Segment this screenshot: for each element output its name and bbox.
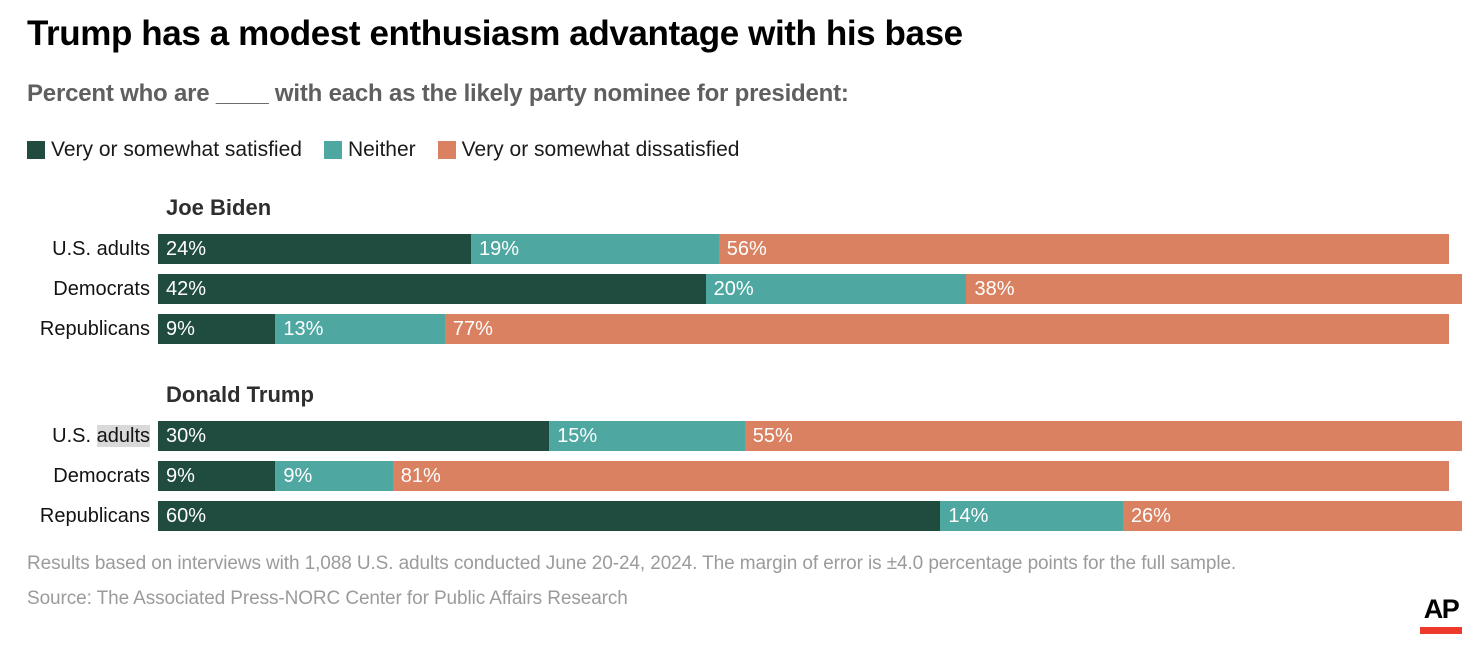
bar-track: 9% 13% 77% (158, 314, 1462, 345)
bar-track: 60% 14% 26% (158, 501, 1462, 532)
bar-value-label: 42% (166, 277, 207, 300)
source-note: Source: The Associated Press-NORC Center… (27, 588, 628, 610)
bar-value-label: 81% (400, 464, 441, 487)
bar-segment: 38% (966, 274, 1462, 305)
bar-row: Democrats 9% 9% 81% (27, 461, 1462, 492)
bar-segment: 24% (158, 234, 471, 265)
bar-segment: 19% (470, 234, 719, 265)
legend: Very or somewhat satisfied Neither Very or… (27, 138, 1462, 162)
bar-segment: 26% (1122, 501, 1462, 532)
bar-value-label: 60% (166, 504, 207, 527)
group-title: Joe Biden (166, 195, 272, 221)
chart-subtitle: Percent who are ____ with each as the li… (27, 80, 849, 108)
bar-row: U.S. adults 30% 15% 55% (27, 421, 1462, 452)
bar-row: U.S. adults 24% 19% 56% (27, 234, 1462, 265)
row-label: Democrats (27, 274, 158, 304)
row-label-text: Democrats (53, 278, 150, 301)
bar-value-label: 77% (452, 317, 493, 340)
bar-segment: 13% (275, 314, 445, 345)
bar-segment: 81% (392, 461, 1449, 492)
bar-value-label: 20% (713, 277, 754, 300)
bar-track: 42% 20% 38% (158, 274, 1462, 305)
bar-segment: 20% (705, 274, 967, 305)
bar-track: 9% 9% 81% (158, 461, 1462, 492)
bar-value-label: 9% (166, 317, 195, 340)
row-label: Republicans (27, 314, 158, 344)
bar-value-label: 24% (166, 237, 207, 260)
footer: Results based on interviews with 1,088 U… (27, 553, 1462, 610)
legend-swatch (323, 141, 342, 160)
bar-track: 30% 15% 55% (158, 421, 1462, 452)
bar-value-label: 38% (974, 277, 1015, 300)
bar-segment: 9% (158, 461, 276, 492)
row-label: Republicans (27, 501, 158, 531)
stacked-bar-chart: Joe Biden U.S. adults 24% 19% 56% Democrats 42… (27, 195, 1462, 532)
row-label: U.S. adults (27, 234, 158, 264)
bar-value-label: 26% (1130, 504, 1171, 527)
ap-logo: AP (1420, 596, 1462, 634)
ap-logo-text: AP (1423, 594, 1460, 624)
legend-item: Very or somewhat dissatisfied (437, 138, 740, 162)
row-label-text: U.S. (52, 425, 97, 448)
bar-value-label: 30% (166, 424, 207, 447)
legend-swatch (437, 141, 456, 160)
bar-segment: 60% (158, 501, 941, 532)
bar-value-label: 14% (948, 504, 989, 527)
row-label-text: Republicans (39, 318, 150, 341)
bar-segment: 9% (158, 314, 276, 345)
bar-value-label: 15% (557, 424, 598, 447)
bar-segment: 9% (275, 461, 393, 492)
row-label-text: U.S. adults (52, 238, 150, 261)
row-label-text: adults (96, 425, 150, 448)
bar-segment: 14% (940, 501, 1123, 532)
bar-value-label: 56% (726, 237, 767, 260)
bar-group: Joe Biden U.S. adults 24% 19% 56% Democrats 42… (27, 195, 1462, 345)
chart-title: Trump has a modest enthusiasm advantage … (27, 14, 963, 53)
legend-label: Neither (347, 138, 416, 162)
bar-row: Republicans 9% 13% 77% (27, 314, 1462, 345)
row-label-text: Democrats (53, 465, 150, 488)
bar-segment: 15% (549, 421, 745, 452)
bar-segment: 77% (444, 314, 1449, 345)
bar-value-label: 19% (478, 237, 519, 260)
legend-item: Neither (323, 138, 416, 162)
row-label-text: Republicans (39, 505, 150, 528)
bar-group: Donald Trump U.S. adults 30% 15% 55% Democrat… (27, 382, 1462, 532)
row-label: U.S. adults (27, 421, 158, 451)
bar-segment: 42% (158, 274, 706, 305)
legend-label: Very or somewhat dissatisfied (461, 138, 740, 162)
row-label: Democrats (27, 461, 158, 491)
bar-row: Democrats 42% 20% 38% (27, 274, 1462, 305)
legend-label: Very or somewhat satisfied (51, 138, 302, 162)
group-title: Donald Trump (166, 382, 314, 408)
bar-value-label: 9% (166, 464, 195, 487)
bar-segment: 56% (718, 234, 1449, 265)
ap-logo-underline (1420, 627, 1462, 634)
methodology-note: Results based on interviews with 1,088 U… (27, 553, 1237, 575)
bar-segment: 55% (744, 421, 1462, 452)
legend-swatch (27, 141, 45, 160)
bar-track: 24% 19% 56% (158, 234, 1462, 265)
legend-item: Very or somewhat satisfied (27, 138, 302, 162)
bar-value-label: 55% (752, 424, 793, 447)
bar-row: Republicans 60% 14% 26% (27, 501, 1462, 532)
bar-segment: 30% (158, 421, 550, 452)
bar-value-label: 9% (283, 464, 313, 487)
bar-value-label: 13% (283, 317, 324, 340)
